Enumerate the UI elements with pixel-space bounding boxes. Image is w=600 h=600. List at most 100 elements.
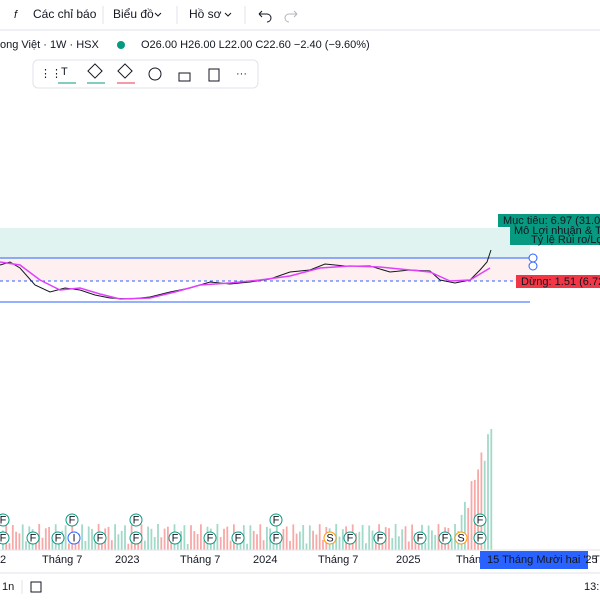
volume-bar bbox=[196, 534, 199, 550]
volume-bar bbox=[157, 524, 159, 550]
more-button[interactable]: ··· bbox=[236, 68, 247, 80]
event-marker[interactable] bbox=[0, 513, 10, 527]
volume-bar bbox=[292, 524, 295, 550]
event-marker[interactable] bbox=[438, 531, 452, 545]
volume-bar bbox=[477, 469, 479, 550]
event-marker[interactable] bbox=[373, 531, 387, 545]
loss-zone bbox=[0, 258, 530, 281]
lock-button[interactable] bbox=[178, 72, 191, 82]
event-marker[interactable] bbox=[454, 531, 468, 545]
volume-bar bbox=[127, 543, 130, 550]
profile-button[interactable]: Hồ sơ bbox=[189, 7, 222, 21]
event-label: F bbox=[377, 532, 384, 544]
volume-bar bbox=[163, 528, 166, 550]
event-marker[interactable] bbox=[473, 513, 487, 527]
settings-button[interactable] bbox=[148, 67, 162, 81]
stop-label: Dừng: 1.51 (6.72%) bbox=[521, 276, 600, 288]
volume-bar bbox=[411, 524, 413, 550]
drag-handle[interactable]: ⋮⋮ bbox=[40, 68, 62, 80]
pnl-label: Mô Lợi nhuận & Thu bbox=[514, 225, 600, 237]
event-marker[interactable] bbox=[51, 531, 65, 545]
volume-bar bbox=[117, 534, 120, 550]
volume-bar bbox=[8, 543, 11, 550]
volume-bar bbox=[483, 460, 486, 550]
volume-bar bbox=[322, 539, 324, 550]
event-marker[interactable] bbox=[129, 531, 143, 545]
event-label: F bbox=[30, 532, 37, 544]
volume-bar bbox=[355, 533, 357, 550]
event-label: F bbox=[477, 532, 484, 544]
volume-bar bbox=[110, 540, 113, 550]
event-label: F bbox=[69, 514, 76, 526]
calendar-button[interactable] bbox=[30, 581, 42, 593]
volume-bar bbox=[246, 543, 248, 550]
volume-bar bbox=[361, 524, 364, 550]
volume-bar bbox=[44, 528, 47, 550]
line-tool[interactable] bbox=[117, 63, 133, 79]
x-axis-label: Tháng 7 bbox=[42, 554, 82, 566]
x-axis-label: 2023 bbox=[115, 554, 139, 566]
event-marker[interactable] bbox=[129, 513, 143, 527]
event-marker[interactable] bbox=[269, 531, 283, 545]
delete-button[interactable] bbox=[208, 68, 220, 82]
undo-button[interactable] bbox=[258, 10, 272, 23]
interval-button[interactable]: 1n bbox=[2, 581, 14, 593]
volume-bar bbox=[332, 537, 334, 550]
event-marker[interactable] bbox=[65, 513, 79, 527]
volume-bar bbox=[252, 530, 255, 550]
volume-bar bbox=[305, 543, 308, 550]
event-marker[interactable] bbox=[343, 531, 357, 545]
event-marker[interactable] bbox=[67, 531, 81, 545]
event-marker[interactable] bbox=[168, 531, 182, 545]
event-label: F bbox=[207, 532, 214, 544]
event-label: F bbox=[273, 514, 280, 526]
volume-bar bbox=[223, 528, 225, 550]
volume-bar bbox=[282, 528, 285, 550]
price-series bbox=[0, 249, 492, 300]
volume-bar bbox=[487, 434, 489, 550]
chart-button[interactable]: Biểu đồ bbox=[113, 7, 154, 21]
volume-bar bbox=[427, 525, 430, 550]
x-axis-label: 2025 bbox=[396, 554, 420, 566]
fill-tool[interactable] bbox=[87, 63, 103, 79]
volume-bar bbox=[490, 428, 493, 550]
volume-bar bbox=[48, 527, 50, 550]
drawing-toolbar bbox=[32, 59, 259, 89]
moving-average bbox=[0, 261, 491, 300]
volume-bar bbox=[186, 543, 189, 550]
event-marker[interactable] bbox=[269, 513, 283, 527]
handle[interactable] bbox=[528, 253, 538, 263]
volume-bar bbox=[84, 540, 87, 550]
event-label: F bbox=[0, 514, 7, 526]
volume-bar bbox=[358, 531, 361, 550]
volume-bar bbox=[114, 524, 116, 550]
redo-button[interactable] bbox=[284, 10, 298, 23]
fx-icon[interactable]: f bbox=[14, 9, 18, 21]
handle[interactable] bbox=[528, 261, 538, 271]
text-tool[interactable]: T bbox=[61, 66, 68, 78]
event-marker[interactable] bbox=[203, 531, 217, 545]
volume-bar bbox=[183, 525, 186, 550]
event-label: F bbox=[347, 532, 354, 544]
x-axis-label: 2024 bbox=[253, 554, 277, 566]
event-marker[interactable] bbox=[0, 531, 10, 545]
x-axis-label: Tháng 7 bbox=[318, 554, 358, 566]
event-marker[interactable] bbox=[323, 531, 337, 545]
event-marker[interactable] bbox=[473, 531, 487, 545]
event-marker[interactable] bbox=[413, 531, 427, 545]
volume-bar bbox=[398, 536, 400, 550]
volume-bar bbox=[401, 529, 404, 550]
dropdown-arrow bbox=[224, 12, 232, 17]
event-label: F bbox=[477, 514, 484, 526]
event-marker[interactable] bbox=[93, 531, 107, 545]
cursor-label: 15 Tháng Mười hai '25 bbox=[487, 554, 598, 566]
volume-bar bbox=[262, 540, 265, 550]
x-axis-label: Tháng bbox=[456, 554, 487, 566]
event-marker[interactable] bbox=[26, 531, 40, 545]
dropdown-arrow bbox=[154, 12, 162, 17]
volume-bar bbox=[51, 539, 54, 550]
indicators-button[interactable]: Các chỉ báo bbox=[33, 7, 97, 21]
volume-bar bbox=[259, 524, 262, 550]
event-marker[interactable] bbox=[231, 531, 245, 545]
